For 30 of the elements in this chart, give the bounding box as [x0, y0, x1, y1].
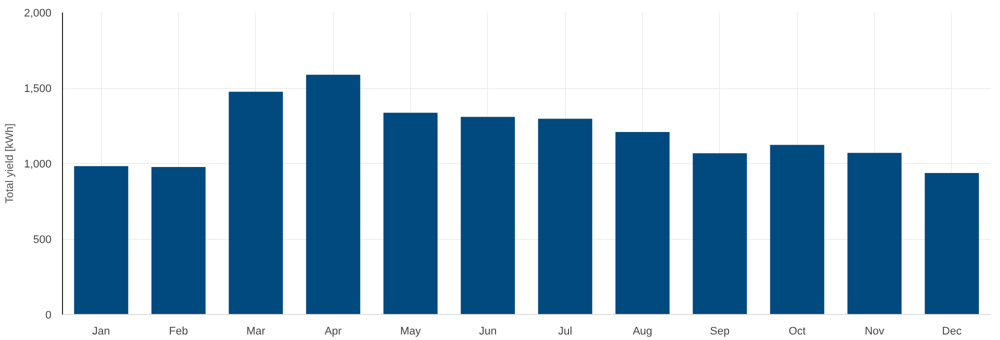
y-tick-label: 2,000: [24, 8, 52, 20]
x-tick-label: Feb: [169, 326, 188, 338]
y-tick-label: 1,500: [24, 83, 52, 95]
y-tick-label: 0: [45, 310, 52, 322]
x-tick-label: Dec: [942, 326, 962, 338]
bar: [538, 118, 592, 314]
x-tick-label: Aug: [632, 326, 652, 338]
bar: [151, 166, 206, 314]
x-tick-label: Jun: [478, 326, 497, 338]
x-tick-label: May: [400, 326, 422, 338]
y-tick-label: 500: [33, 234, 52, 246]
x-tick-label: Jul: [558, 326, 572, 338]
bar: [383, 112, 438, 314]
bar: [615, 132, 670, 314]
bar: [924, 173, 979, 314]
y-axis-title: Total yield [kWh]: [4, 123, 16, 204]
y-tick-label: 1,000: [24, 158, 52, 170]
x-tick-label: Oct: [788, 326, 806, 338]
bar: [692, 153, 747, 314]
bar: [770, 144, 824, 314]
bar: [74, 166, 128, 314]
bar: [306, 74, 360, 314]
x-tick-label: Jan: [92, 326, 110, 338]
x-tick-label: Apr: [324, 326, 342, 338]
x-tick-label: Nov: [864, 326, 885, 338]
bar: [228, 92, 283, 314]
x-tick-label: Sep: [710, 326, 730, 338]
bar: [847, 152, 902, 314]
bar: [460, 116, 515, 314]
x-tick-label: Mar: [246, 326, 266, 338]
